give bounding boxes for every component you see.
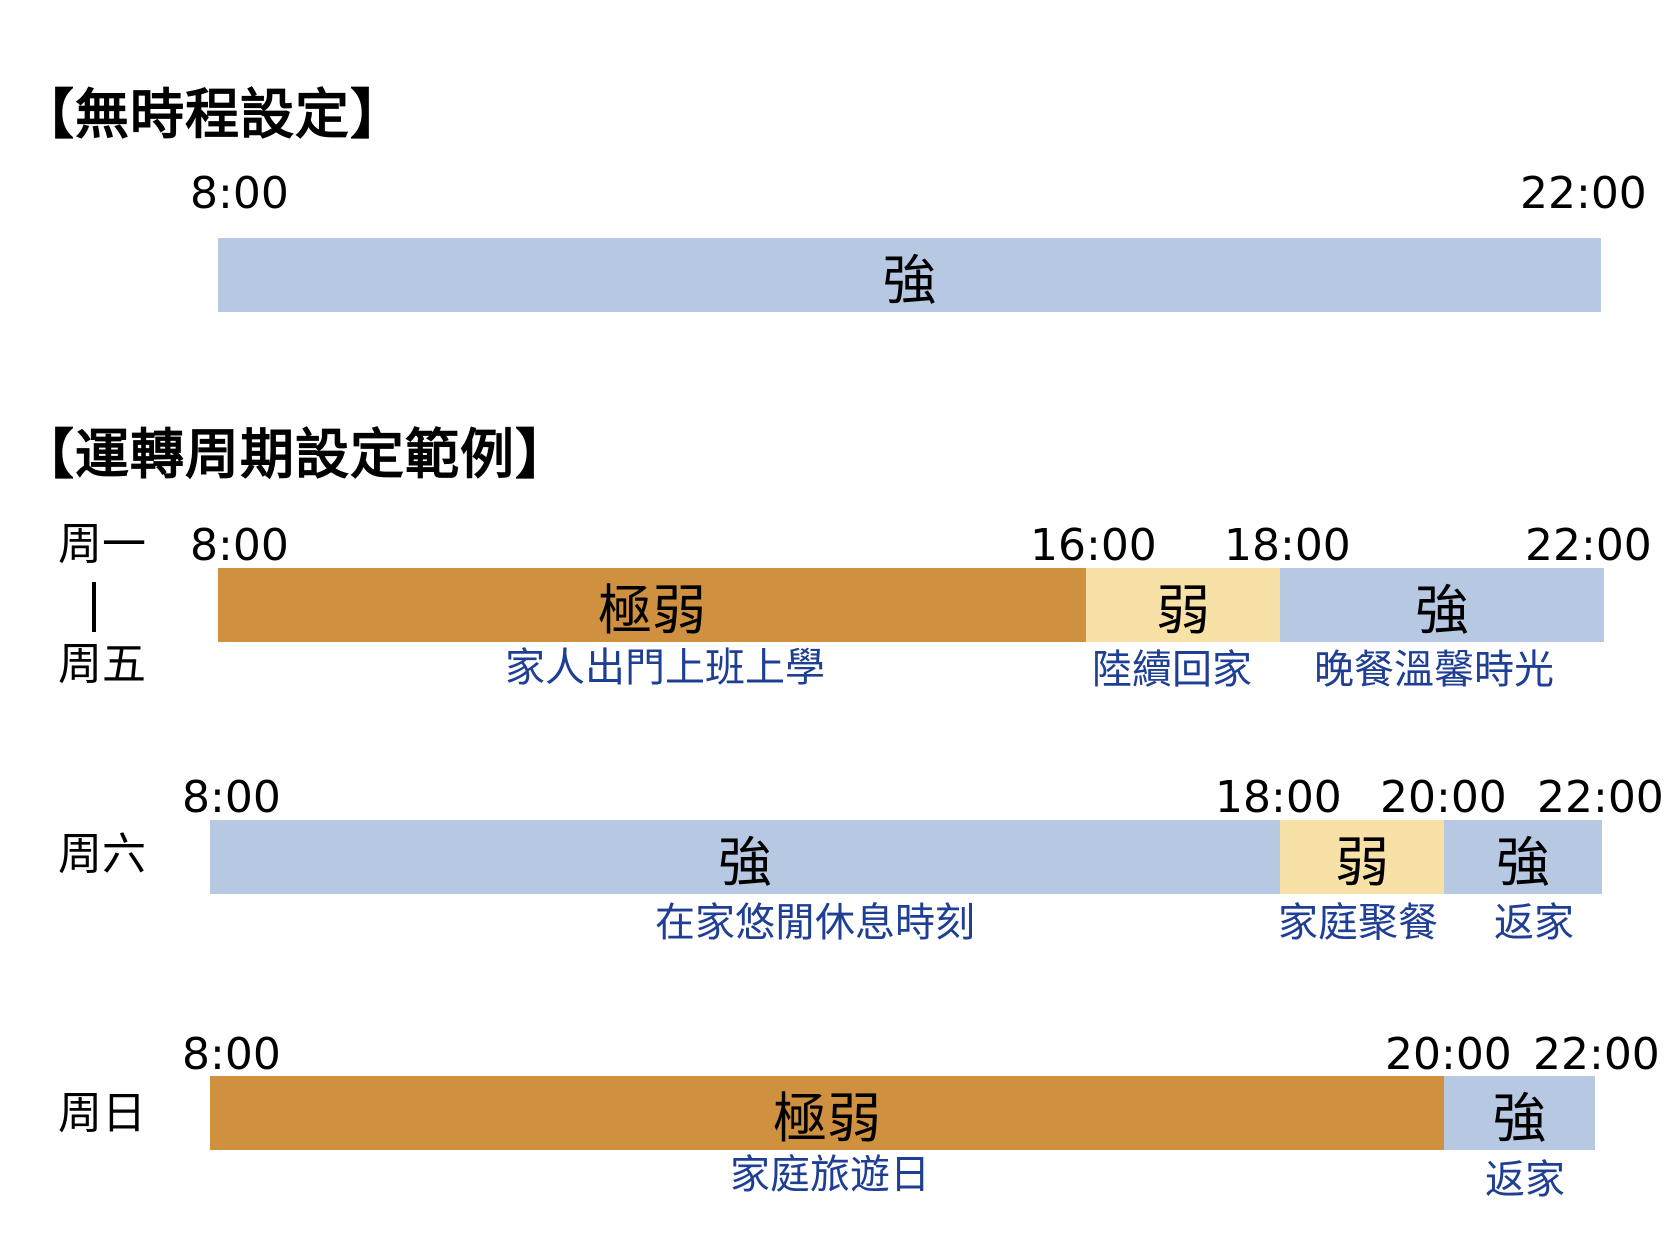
- segment-strong: 強: [1444, 1076, 1595, 1150]
- cycle-heading: 【運轉周期設定範例】: [20, 423, 570, 486]
- segment-strong: 強: [882, 248, 937, 312]
- no-schedule-bar: 強: [218, 238, 1601, 312]
- time-label: 18:00: [1224, 520, 1351, 571]
- time-label: 16:00: [1030, 520, 1157, 571]
- segment-note: 家庭聚餐: [1278, 900, 1438, 946]
- segment-note: 陸續回家: [1092, 647, 1252, 693]
- segment-strong: 強: [210, 820, 1280, 894]
- time-label: 22:00: [1537, 772, 1664, 823]
- segment-note: 返家: [1485, 1157, 1565, 1203]
- segment-note: 在家悠閒休息時刻: [655, 900, 975, 946]
- weekday-bar: 極弱 弱 強: [218, 568, 1604, 642]
- segment-strong: 強: [1444, 820, 1602, 894]
- segment-strong: 強: [1280, 568, 1604, 642]
- time-label-start: 8:00: [190, 168, 289, 219]
- time-label: 22:00: [1533, 1029, 1660, 1080]
- time-label: 8:00: [182, 772, 281, 823]
- time-label: 22:00: [1525, 520, 1652, 571]
- day-range-separator: [92, 582, 96, 632]
- segment-note: 返家: [1494, 900, 1574, 946]
- segment-very-weak: 極弱: [210, 1076, 1444, 1150]
- day-label-friday: 周五: [58, 639, 146, 690]
- segment-weak: 弱: [1086, 568, 1280, 642]
- saturday-bar: 強 弱 強: [210, 820, 1602, 894]
- time-label: 8:00: [190, 520, 289, 571]
- segment-note: 晚餐溫馨時光: [1314, 647, 1554, 693]
- day-label-monday: 周一: [58, 519, 146, 570]
- time-label: 8:00: [182, 1029, 281, 1080]
- day-label-saturday: 周六: [58, 829, 146, 880]
- no-schedule-heading: 【無時程設定】: [20, 83, 405, 146]
- segment-very-weak: 極弱: [218, 568, 1086, 642]
- time-label: 20:00: [1385, 1029, 1512, 1080]
- time-label-end: 22:00: [1520, 168, 1647, 219]
- time-label: 20:00: [1380, 772, 1507, 823]
- segment-weak: 弱: [1280, 820, 1444, 894]
- day-label-sunday: 周日: [58, 1088, 146, 1139]
- sunday-bar: 極弱 強: [210, 1076, 1595, 1150]
- segment-note: 家人出門上班上學: [505, 645, 825, 691]
- time-label: 18:00: [1215, 772, 1342, 823]
- segment-note: 家庭旅遊日: [730, 1152, 930, 1198]
